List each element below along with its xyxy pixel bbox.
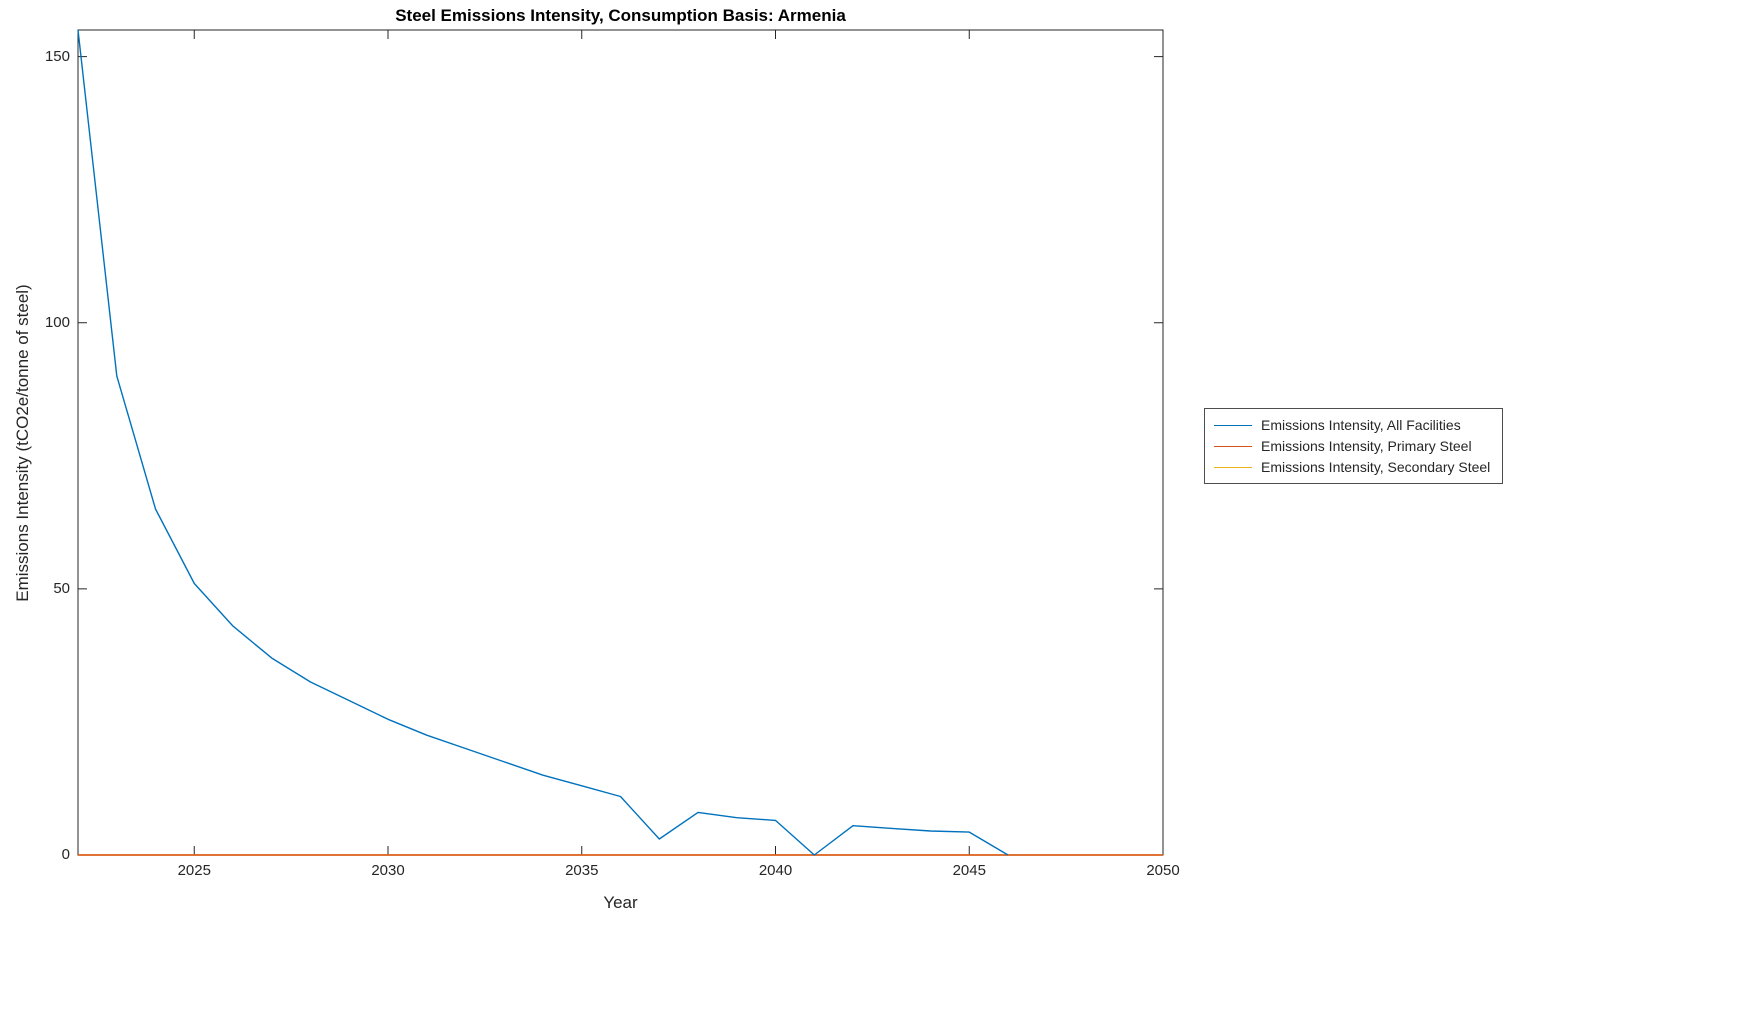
legend-line-swatch <box>1214 445 1252 447</box>
x-tick-label: 2030 <box>371 862 405 879</box>
series-line <box>77 29 1009 856</box>
legend-item: Emissions Intensity, Secondary Steel <box>1214 458 1490 476</box>
legend-label: Emissions Intensity, All Facilities <box>1261 417 1461 433</box>
legend-item: Emissions Intensity, Primary Steel <box>1214 437 1490 455</box>
y-tick-label: 100 <box>44 313 70 331</box>
y-tick-label: 0 <box>61 846 70 863</box>
x-tick-label: 2025 <box>177 862 211 879</box>
legend-line-swatch <box>1214 424 1252 426</box>
axes-box <box>77 29 1164 856</box>
x-tick-label: 2045 <box>952 862 986 879</box>
x-tick-label: 2035 <box>565 862 599 879</box>
legend-line-swatch <box>1214 466 1252 468</box>
y-tick-label: 50 <box>53 579 70 597</box>
legend-label: Emissions Intensity, Secondary Steel <box>1261 459 1491 475</box>
y-tick-label: 150 <box>44 47 70 65</box>
x-tick-label: 2040 <box>758 862 793 879</box>
legend: Emissions Intensity, All Facilities Emiss… <box>1204 408 1504 484</box>
legend-label: Emissions Intensity, Primary Steel <box>1261 438 1472 454</box>
chart-title: Steel Emissions Intensity, Consumption B… <box>395 6 846 25</box>
legend-item: Emissions Intensity, All Facilities <box>1214 416 1490 434</box>
x-axis-label: Year <box>603 893 638 912</box>
x-tick-label: 2050 <box>1146 862 1180 879</box>
